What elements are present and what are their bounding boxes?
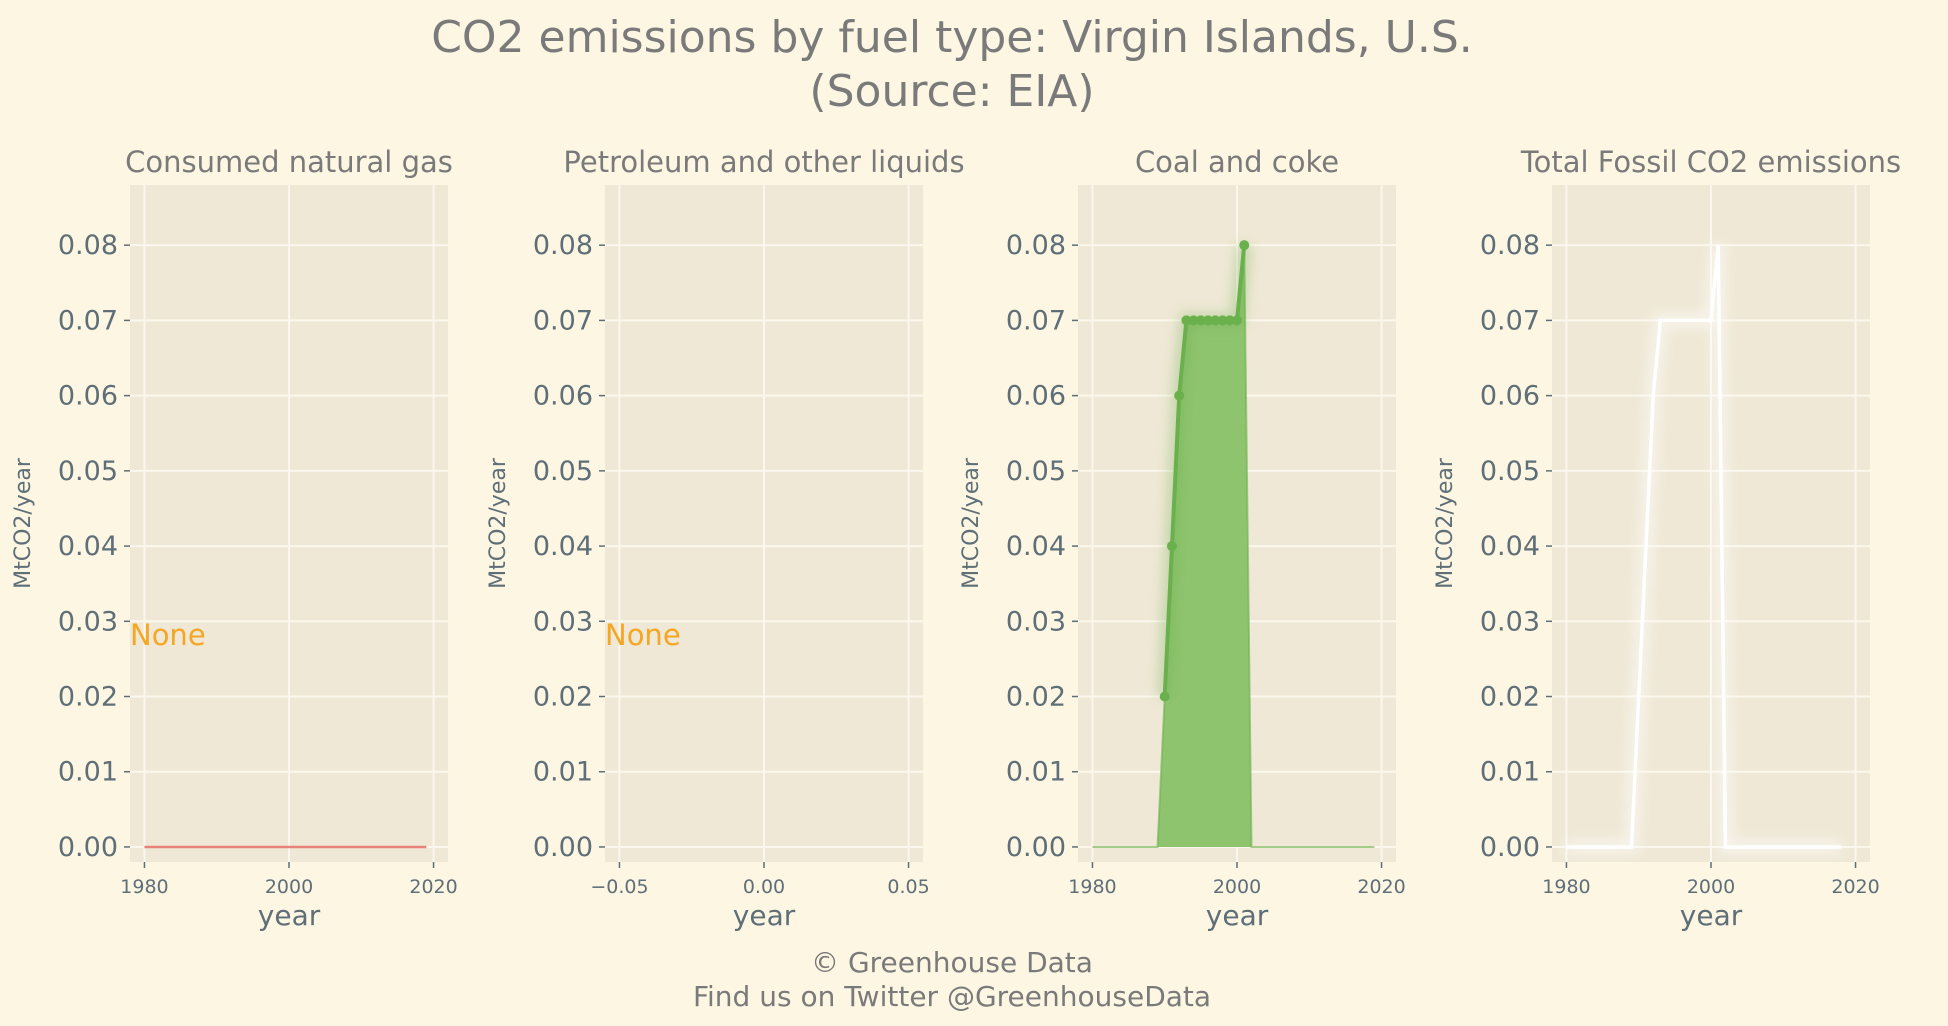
y-axis-label: MtCO2/year [1433, 457, 1458, 589]
y-tick-label: 0.06 [58, 381, 118, 412]
y-axis-label: MtCO2/year [486, 457, 511, 589]
y-tick-label: 0.00 [58, 832, 118, 863]
y-tick-label: 0.02 [533, 682, 593, 713]
y-tick-label: 0.00 [533, 832, 593, 863]
x-tick-label: 2000 [1687, 876, 1735, 898]
x-tick-label: 2020 [1357, 876, 1405, 898]
panel-2: 0.00 0.01 0.02 0.03 0.04 0.05 0.06 0.07 0.08 −0.0… [486, 145, 965, 932]
x-tick-label: 2020 [409, 876, 457, 898]
chart-subtitle: (Source: EIA) [809, 66, 1094, 117]
x-tick-label: 1980 [1542, 876, 1590, 898]
panel-title: Petroleum and other liquids [563, 145, 964, 179]
y-tick-label: 0.03 [1480, 606, 1540, 637]
no-data-label: None [130, 618, 206, 652]
data-point [1232, 315, 1242, 326]
data-point [1181, 315, 1192, 326]
panel-1: 0.00 0.01 0.02 0.03 0.04 0.05 0.06 0.07 0.08 1980… [11, 145, 458, 932]
y-tick-label: 0.02 [1480, 682, 1540, 713]
x-tick-label: 2000 [265, 876, 313, 898]
y-tick-label: 0.00 [1480, 832, 1540, 863]
panel-title: Coal and coke [1135, 145, 1339, 179]
chart-title: CO2 emissions by fuel type: Virgin Islan… [431, 12, 1473, 63]
y-tick-label: 0.02 [58, 682, 118, 713]
y-tick-label: 0.01 [58, 757, 118, 788]
y-tick-label: 0.02 [1006, 682, 1066, 713]
y-tick-label: 0.08 [58, 230, 118, 261]
y-tick-label: 0.04 [1006, 531, 1066, 562]
no-data-label: None [605, 618, 681, 652]
data-point [1210, 315, 1221, 326]
x-tick-label: 1980 [1068, 876, 1116, 898]
panel-title: Consumed natural gas [125, 145, 453, 179]
x-axis-label: year [733, 899, 796, 932]
y-tick-label: 0.08 [1480, 230, 1540, 261]
footer-twitter: Find us on Twitter @GreenhouseData [693, 980, 1211, 1013]
x-tick-label: 0.05 [887, 876, 929, 898]
x-tick-label: 0.00 [743, 876, 785, 898]
y-tick-label: 0.07 [1006, 305, 1066, 336]
y-axis-label: MtCO2/year [959, 457, 984, 589]
x-axis-label: year [258, 899, 321, 932]
y-tick-label: 0.06 [533, 381, 593, 412]
data-point [1217, 315, 1228, 326]
y-tick-label: 0.04 [1480, 531, 1540, 562]
y-tick-label: 0.01 [1480, 757, 1540, 788]
y-tick-label: 0.07 [1480, 305, 1540, 336]
data-point [1159, 691, 1170, 702]
y-tick-label: 0.05 [1480, 456, 1540, 487]
y-tick-label: 0.07 [58, 305, 118, 336]
y-tick-label: 0.03 [1006, 606, 1066, 637]
y-tick-label: 0.05 [1006, 456, 1066, 487]
x-axis-label: year [1680, 899, 1743, 932]
data-point [1224, 315, 1235, 326]
data-point [1239, 240, 1250, 251]
y-tick-label: 0.05 [58, 456, 118, 487]
y-tick-label: 0.06 [1480, 381, 1540, 412]
y-tick-label: 0.08 [1006, 230, 1066, 261]
y-tick-label: 0.03 [533, 606, 593, 637]
footer-copyright: © Greenhouse Data [811, 946, 1093, 979]
data-point [1203, 315, 1214, 326]
y-tick-label: 0.00 [1006, 832, 1066, 863]
data-point [1195, 315, 1206, 326]
panels: 0.00 0.01 0.02 0.03 0.04 0.05 0.06 0.07 0.08 1980… [11, 145, 1901, 932]
data-point [1174, 390, 1185, 401]
series-area [1092, 245, 1375, 847]
y-tick-label: 0.03 [58, 606, 118, 637]
data-point [1166, 541, 1177, 552]
y-tick-label: 0.05 [533, 456, 593, 487]
x-tick-label: −0.05 [590, 876, 648, 898]
panel-3: 0.00 0.01 0.02 0.03 0.04 0.05 0.06 0.07 0.08 1980… [959, 145, 1406, 932]
x-tick-label: 1980 [120, 876, 168, 898]
y-tick-label: 0.06 [1006, 381, 1066, 412]
y-tick-label: 0.08 [533, 230, 593, 261]
y-tick-label: 0.01 [1006, 757, 1066, 788]
y-tick-label: 0.04 [58, 531, 118, 562]
panel-title: Total Fossil CO2 emissions [1520, 145, 1901, 179]
y-tick-label: 0.07 [533, 305, 593, 336]
y-tick-label: 0.01 [533, 757, 593, 788]
x-tick-label: 2000 [1213, 876, 1261, 898]
data-point [1188, 315, 1199, 326]
x-tick-label: 2020 [1831, 876, 1879, 898]
series-line [1566, 245, 1842, 849]
y-tick-label: 0.04 [533, 531, 593, 562]
y-axis-label: MtCO2/year [11, 457, 36, 589]
panel-4: 0.00 0.01 0.02 0.03 0.04 0.05 0.06 0.07 0.08 1980… [1433, 145, 1901, 932]
x-axis-label: year [1206, 899, 1269, 932]
